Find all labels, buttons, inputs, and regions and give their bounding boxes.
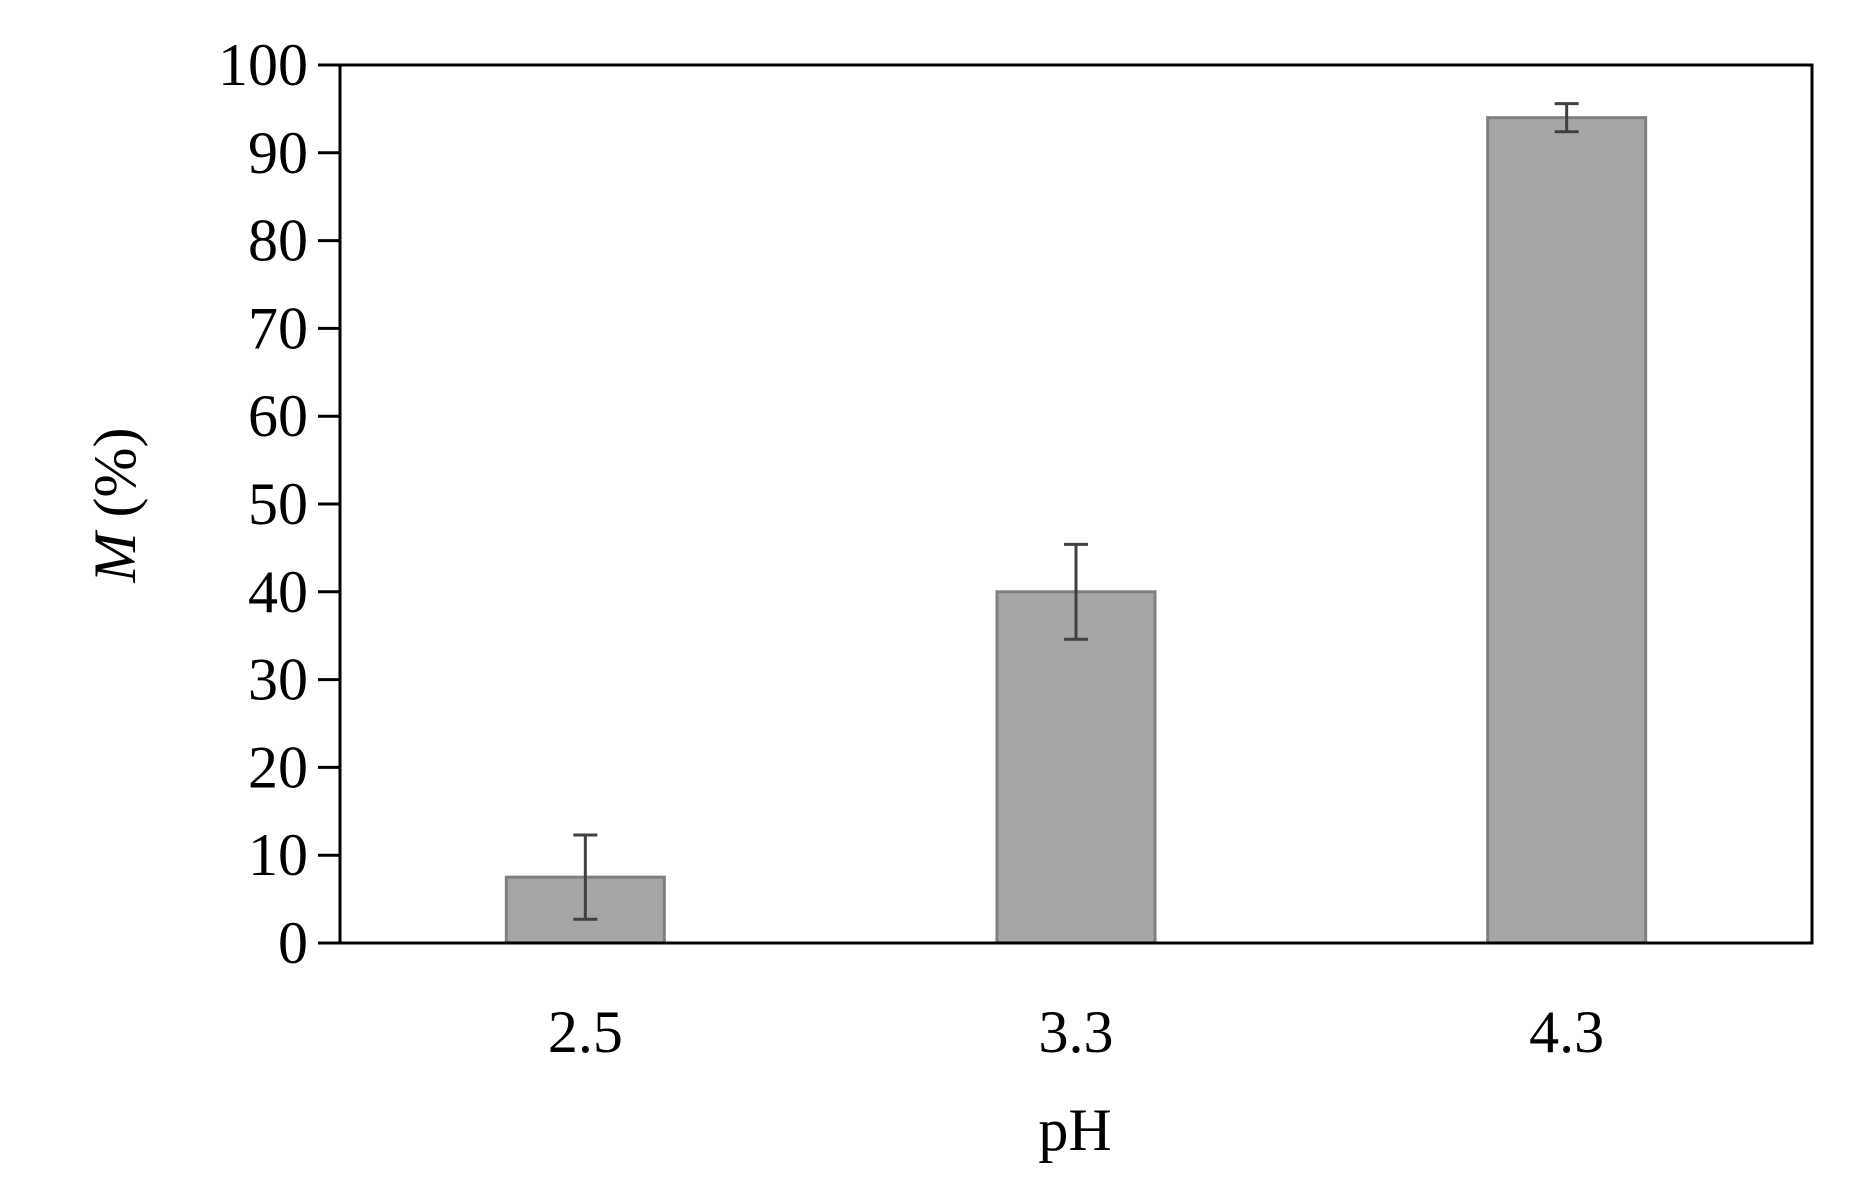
y-tick-label: 100 xyxy=(218,32,308,98)
y-tick-label: 20 xyxy=(248,734,308,800)
y-axis-title-unit: (%) xyxy=(82,428,148,533)
x-axis-title: pH xyxy=(1038,1097,1111,1163)
x-axis: 2.5 3.3 4.3 xyxy=(548,999,1604,1065)
y-tick-label: 30 xyxy=(248,647,308,713)
y-tick-label: 50 xyxy=(248,471,308,537)
y-axis-title: M (%) xyxy=(82,428,148,584)
x-tick-label: 3.3 xyxy=(1039,999,1114,1065)
y-axis: 0 10 20 30 40 50 60 70 80 90 100 xyxy=(218,32,340,976)
y-tick-label: 10 xyxy=(248,822,308,888)
y-tick-label: 80 xyxy=(248,208,308,274)
x-tick-label: 2.5 xyxy=(548,999,623,1065)
y-axis-title-symbol: M xyxy=(82,529,148,583)
bar xyxy=(1486,116,1648,945)
bar xyxy=(995,590,1157,945)
x-tick-label: 4.3 xyxy=(1529,999,1604,1065)
y-tick-label: 0 xyxy=(278,910,308,976)
y-tick-label: 60 xyxy=(248,383,308,449)
y-tick-label: 90 xyxy=(248,120,308,186)
plot-area xyxy=(318,63,1814,945)
y-tick-label: 40 xyxy=(248,559,308,625)
y-tick-label: 70 xyxy=(248,295,308,361)
